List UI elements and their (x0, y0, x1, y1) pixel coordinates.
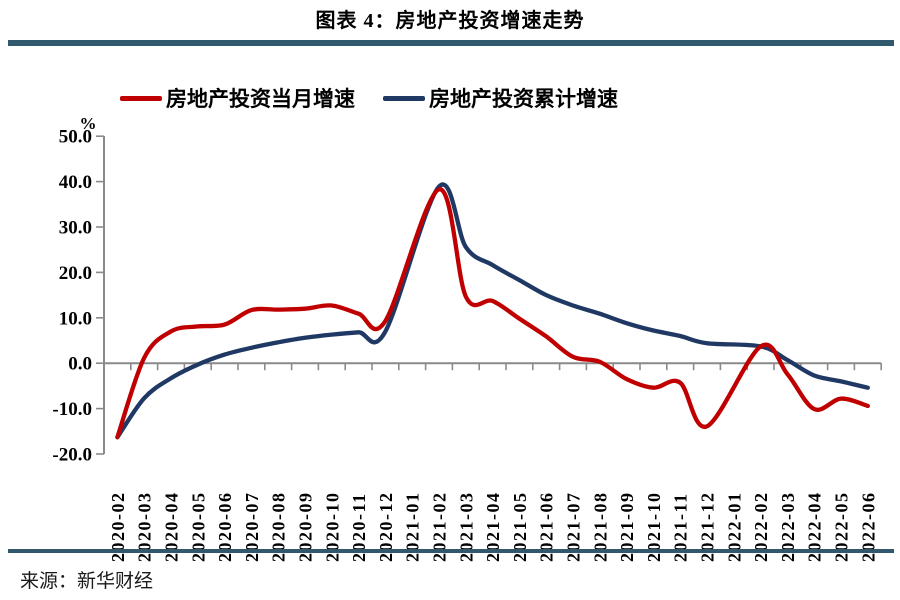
y-tick-label: 50.0 (59, 127, 92, 148)
x-tick-label: 2021-03 (456, 492, 476, 563)
x-axis-labels: 2020-02 2020-03 2020-04 2020-05 2020-06 2020-… (108, 492, 878, 563)
y-tick-label: 20.0 (59, 263, 92, 284)
x-tick-label: 2020-06 (215, 492, 235, 563)
x-tick-label: 2022-03 (778, 492, 798, 563)
x-tick-label: 2022-05 (832, 492, 852, 563)
x-tick-label: 2022-04 (805, 492, 825, 563)
top-divider (8, 40, 894, 46)
figure-title: 图表 4：房地产投资增速走势 (315, 10, 585, 32)
x-tick-label: 2020-03 (135, 492, 155, 563)
x-tick-label: 2021-05 (510, 492, 530, 563)
y-tick-label: 30.0 (59, 218, 92, 239)
x-tick-label: 2020-11 (349, 492, 369, 562)
x-tick-label: 2020-04 (162, 492, 182, 563)
legend-line-red-icon (120, 95, 162, 101)
legend-label-monthly: 房地产投资当月增速 (166, 87, 355, 111)
series-line-monthly (115, 187, 870, 440)
series-line-cumulative (115, 182, 870, 440)
x-tick-label: 2020-08 (269, 492, 289, 563)
x-tick-label: 2020-05 (188, 492, 208, 563)
x-tick-label: 2022-01 (724, 492, 744, 563)
y-tick-label: 10.0 (59, 308, 92, 329)
x-tick-label: 2021-11 (671, 492, 691, 562)
y-axis-unit-label: % (80, 114, 97, 133)
x-tick-label: 2021-06 (537, 492, 557, 563)
x-tick-label: 2022-02 (751, 492, 771, 563)
x-tick-label: 2021-07 (564, 492, 584, 563)
source-note: 来源：新华财经 (20, 571, 154, 592)
x-tick-label: 2021-10 (644, 492, 664, 563)
x-tick-label: 2021-08 (590, 492, 610, 563)
legend-label-cumulative: 房地产投资累计增速 (429, 87, 618, 111)
y-tick-label: -20.0 (52, 445, 92, 466)
x-tick-label: 2020-09 (296, 492, 316, 563)
legend-line-navy-icon (383, 95, 425, 101)
y-tick-label: 40.0 (59, 172, 92, 193)
legend-item-monthly: 房地产投资当月增速 (120, 83, 355, 113)
x-tick-label: 2021-01 (403, 492, 423, 563)
x-tick-label: 2021-04 (483, 492, 503, 563)
x-tick-label: 2020-02 (108, 492, 128, 563)
x-tick-label: 2021-12 (698, 492, 718, 563)
x-tick-label: 2022-06 (858, 492, 878, 563)
chart-legend: 房地产投资当月增速 房地产投资累计增速 (120, 83, 618, 113)
y-tick-label: 0.0 (68, 354, 92, 375)
legend-item-cumulative: 房地产投资累计增速 (383, 83, 618, 113)
bottom-divider (8, 549, 894, 553)
x-tick-label: 2020-10 (322, 492, 342, 563)
x-tick-label: 2021-09 (617, 492, 637, 563)
x-tick-label: 2020-12 (376, 492, 396, 563)
y-axis-labels: 50.0 40.0 30.0 20.0 10.0 0.0 -10.0 -20.0% (52, 114, 96, 466)
x-tick-label: 2020-07 (242, 492, 262, 563)
y-tick-label: -10.0 (52, 399, 92, 420)
axes (96, 135, 883, 455)
x-tick-label: 2021-02 (430, 492, 450, 563)
